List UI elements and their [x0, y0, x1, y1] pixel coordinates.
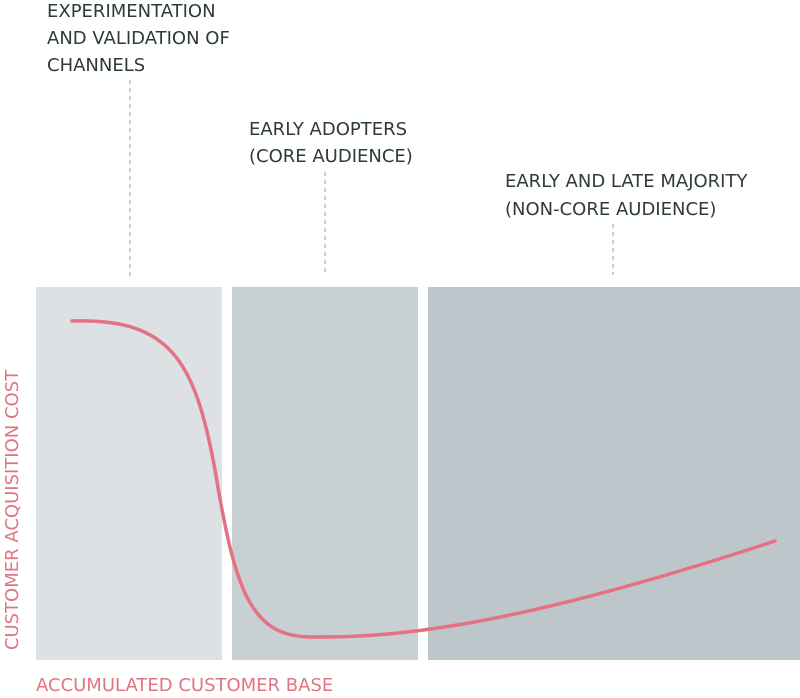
stage-panel	[36, 287, 222, 660]
stage-label: EXPERIMENTATION	[47, 1, 216, 22]
cost-curve	[70, 319, 777, 639]
stage-label: CHANNELS	[47, 55, 145, 76]
x-axis-label: ACCUMULATED CUSTOMER BASE	[36, 675, 333, 696]
y-axis-label: CUSTOMER ACQUISITION COST	[2, 369, 23, 650]
stage-label: (CORE AUDIENCE)	[249, 146, 413, 167]
stage-label: AND VALIDATION OF	[47, 28, 230, 49]
stage-label: EARLY ADOPTERS	[249, 119, 407, 140]
stage-panel	[428, 287, 800, 660]
stage-label: (NON-CORE AUDIENCE)	[505, 199, 716, 220]
stage-panel	[232, 287, 418, 660]
stage-label: EARLY AND LATE MAJORITY	[505, 171, 748, 192]
